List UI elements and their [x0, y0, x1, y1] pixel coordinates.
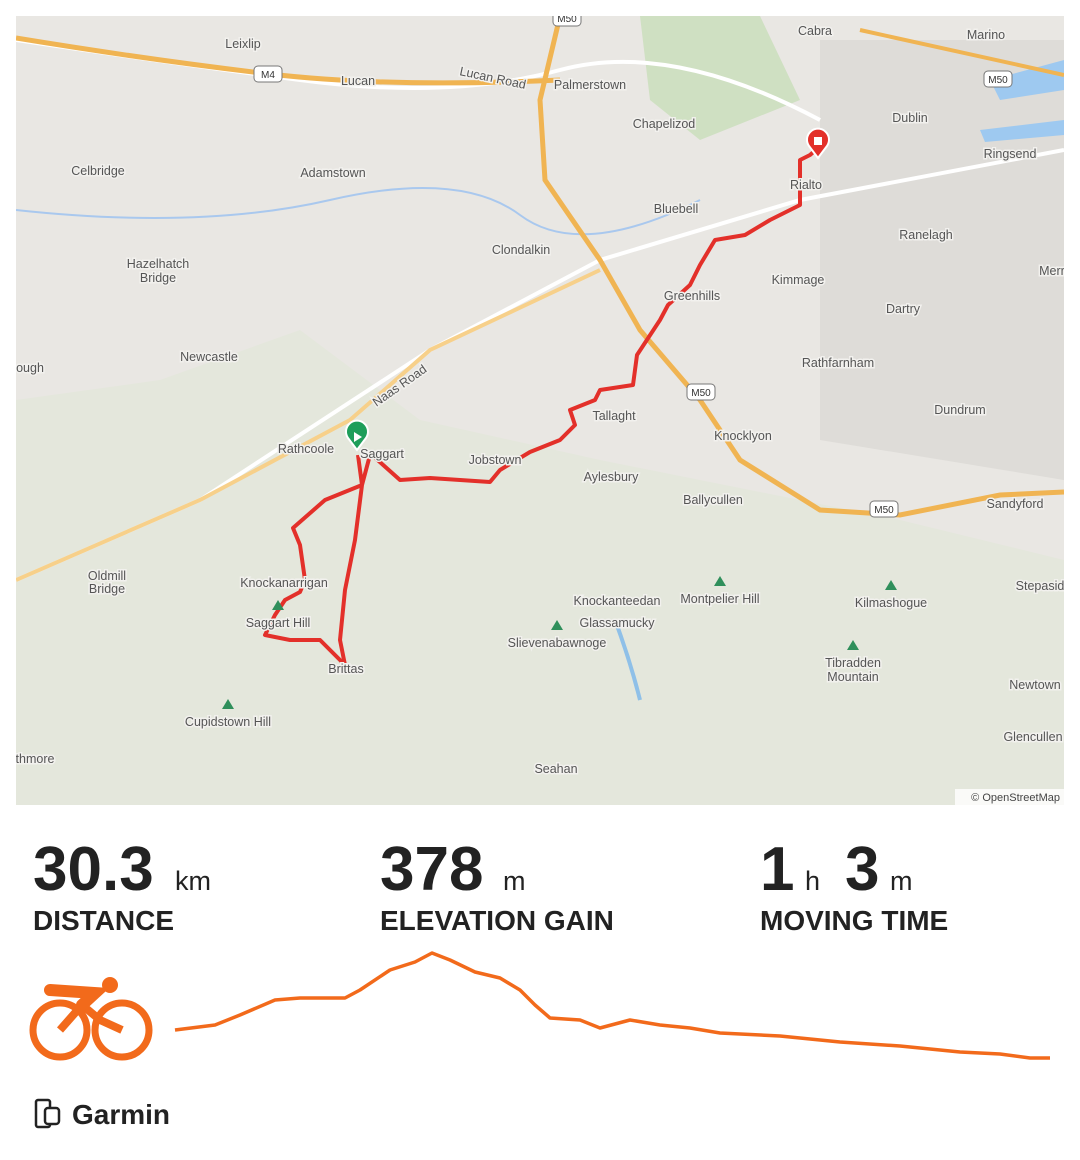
map-label: ough [16, 361, 44, 375]
map-label: Kilmashogue [855, 596, 927, 610]
map-label: Knockanarrigan [240, 576, 328, 590]
road-shield-label: M4 [261, 70, 275, 81]
map-label: Marino [967, 28, 1005, 42]
map-label: Newcastle [180, 350, 238, 364]
stat-unit: km [175, 866, 211, 896]
stat-value: 3 [845, 835, 879, 904]
route-loop [263, 454, 372, 667]
stat-unit: m [503, 866, 526, 896]
road-shield [552, 16, 582, 27]
road-shield [253, 65, 283, 83]
road-shield-label: M50 [988, 75, 1008, 86]
map-label: Palmerstown [554, 78, 626, 92]
map-label: Clondalkin [492, 243, 550, 257]
map-label: Slievenabawnoge [508, 636, 607, 650]
map-label: Tibradden [825, 656, 881, 670]
map-label: Cabra [798, 24, 832, 38]
cycling-icon [29, 977, 153, 1061]
map-label: Rialto [790, 178, 822, 192]
map-label: Mountain [827, 670, 878, 684]
peak-icon [847, 640, 859, 650]
map-label: Sandyford [987, 497, 1044, 511]
device-icon [34, 1098, 61, 1129]
peak-icon [272, 600, 284, 610]
peak-icon [222, 699, 234, 709]
road-shield [686, 383, 716, 401]
map-label: Chapelizod [633, 117, 696, 131]
map-label: Seahan [534, 762, 577, 776]
map-label: Saggart [360, 447, 404, 461]
stat-label: DISTANCE [33, 905, 174, 936]
road-shield-label: M50 [691, 388, 711, 399]
map-label: Ranelagh [899, 228, 953, 242]
road-shield-label: M50 [557, 14, 577, 25]
map-label: Montpelier Hill [680, 592, 759, 606]
map-label: Oldmill [88, 569, 126, 583]
stat-unit: h [805, 866, 820, 896]
source: Garmin [72, 1099, 170, 1130]
map-label: Knocklyon [714, 429, 772, 443]
road-shield [869, 500, 899, 518]
map-label: Dublin [892, 111, 927, 125]
map-label: Dartry [886, 302, 921, 316]
map-label: Jobstown [469, 453, 522, 467]
map-label: Celbridge [71, 164, 125, 178]
road-shield [983, 70, 1013, 88]
road-shield-label: M50 [874, 505, 894, 516]
map-label: Lucan [341, 74, 375, 88]
map-label: Greenhills [664, 289, 720, 303]
map-label: Ballycullen [683, 493, 743, 507]
map-label: Merr [1039, 264, 1065, 278]
map-label: Stepasid [1016, 579, 1065, 593]
stat-value: 1 [760, 835, 794, 904]
map-label: Brittas [328, 662, 363, 676]
map-label: Bridge [140, 271, 176, 285]
elevation-profile [174, 951, 1050, 1060]
route [370, 146, 820, 484]
stats: 30.3 km DISTANCE 378 m ELEVATION GAIN 1 … [33, 835, 948, 936]
map-label: Rathfarnham [802, 356, 874, 370]
map-label: Ringsend [984, 147, 1037, 161]
stat-value: 30.3 [33, 835, 154, 904]
attribution[interactable]: © OpenStreetMap [971, 792, 1060, 804]
stat-label: MOVING TIME [760, 905, 948, 936]
map-label: Rathcoole [278, 442, 334, 456]
map-label: Cupidstown Hill [185, 715, 271, 729]
map-label: Knockanteedan [574, 594, 661, 608]
stat-value: 378 [380, 835, 483, 904]
map-label: Kimmage [772, 273, 825, 287]
map-label: Newtown [1009, 678, 1060, 692]
map-label: Bridge [89, 582, 125, 596]
peak-icon [885, 580, 897, 590]
map-label: Hazelhatch [127, 257, 190, 271]
map-label: Tallaght [592, 409, 636, 423]
map-label: Glencullen [1003, 730, 1062, 744]
map-label: Leixlip [225, 37, 260, 51]
map-label: Saggart Hill [246, 616, 311, 630]
map-label: Aylesbury [584, 470, 639, 484]
peak-icon [714, 576, 726, 586]
map-label: Adamstown [300, 166, 365, 180]
map-label: Glassamucky [579, 616, 655, 630]
map-label: thmore [16, 752, 55, 766]
stat-label: ELEVATION GAIN [380, 905, 614, 936]
stat-unit: m [890, 866, 913, 896]
map-label: Dundrum [934, 403, 985, 417]
peak-icon [551, 620, 563, 630]
map-label: Bluebell [654, 202, 698, 216]
